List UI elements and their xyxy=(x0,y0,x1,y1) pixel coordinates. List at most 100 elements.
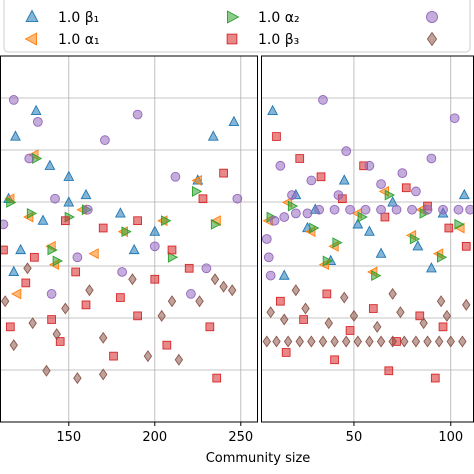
data-point-square xyxy=(55,337,65,346)
series-square xyxy=(272,132,471,383)
data-point-circle xyxy=(32,117,43,127)
x-tick-label: 200 xyxy=(142,430,167,445)
data-point-diamond xyxy=(411,335,421,348)
data-point-square xyxy=(116,293,125,302)
data-point-diamond xyxy=(174,353,184,366)
data-point-triangle-right xyxy=(121,226,132,238)
data-point-circle xyxy=(411,186,421,197)
data-point-diamond xyxy=(442,309,452,322)
data-point-circle xyxy=(465,204,474,215)
legend-item: 1.0 β₁ xyxy=(25,9,99,26)
data-point-square xyxy=(415,311,425,321)
data-point-diamond xyxy=(307,335,316,348)
data-point-square xyxy=(401,183,411,193)
data-point-triangle-right xyxy=(454,218,465,230)
data-point-square xyxy=(61,216,70,226)
legend-marker-triangle-left xyxy=(24,32,37,46)
data-point-diamond xyxy=(195,295,204,308)
data-point-triangle-right xyxy=(332,237,343,249)
data-point-triangle-right xyxy=(52,255,63,267)
data-point-triangle xyxy=(10,130,21,141)
data-point-triangle xyxy=(128,243,140,255)
legend-label: 1.0 α₂ xyxy=(258,10,300,26)
data-point-diamond xyxy=(272,335,281,348)
data-point-triangle xyxy=(278,269,290,280)
data-point-triangle-right xyxy=(322,255,333,267)
series-triangle-left xyxy=(262,185,465,278)
x-tick-label: 50 xyxy=(346,430,363,445)
data-point-triangle-right xyxy=(161,215,172,227)
legend-label: 1.0 α₁ xyxy=(58,32,100,48)
data-point-circle xyxy=(24,153,35,164)
data-point-circle xyxy=(329,204,340,215)
data-point-circle xyxy=(0,219,9,230)
data-point-circle xyxy=(261,234,272,244)
data-point-diamond xyxy=(99,331,108,344)
data-point-circle xyxy=(376,204,386,215)
data-point-circle xyxy=(46,289,57,299)
data-point-diamond xyxy=(228,284,237,297)
data-point-diamond xyxy=(167,295,177,308)
data-point-diamond xyxy=(353,335,363,348)
data-point-diamond xyxy=(400,335,409,348)
data-point-triangle xyxy=(15,243,27,255)
data-point-circle xyxy=(438,204,448,215)
x-tick-label: 150 xyxy=(56,430,81,445)
data-point-diamond xyxy=(419,317,428,330)
data-point-diamond xyxy=(396,306,405,319)
data-point-square xyxy=(109,351,118,361)
data-point-triangle xyxy=(267,104,279,115)
data-point-circle xyxy=(306,175,317,186)
data-point-circle xyxy=(279,212,290,222)
x-tick-label: 100 xyxy=(438,430,463,445)
data-point-diamond xyxy=(61,302,70,315)
data-point-triangle xyxy=(387,196,399,207)
data-point-diamond xyxy=(340,291,349,304)
legend-item: 1.0 α₁ xyxy=(24,32,100,48)
data-point-triangle xyxy=(458,188,470,200)
data-point-triangle-right xyxy=(287,200,299,212)
data-point-square xyxy=(47,315,56,324)
data-point-triangle-right xyxy=(371,270,382,282)
data-point-square xyxy=(167,245,177,255)
data-point-diamond xyxy=(372,320,382,333)
data-point-circle xyxy=(263,252,274,263)
data-point-triangle xyxy=(114,207,126,218)
data-point-triangle xyxy=(352,218,364,229)
series-diamond xyxy=(0,262,237,385)
series-square xyxy=(0,168,228,383)
data-point-circle xyxy=(318,95,328,105)
data-point-diamond xyxy=(423,335,432,348)
data-point-diamond xyxy=(28,317,37,330)
data-point-square xyxy=(5,322,15,332)
data-point-circle xyxy=(186,289,196,299)
data-point-circle xyxy=(426,153,437,164)
data-point-square xyxy=(162,340,172,350)
data-point-diamond xyxy=(295,335,304,348)
series-triangle-left xyxy=(4,149,221,300)
data-point-circle xyxy=(391,204,402,215)
data-point-diamond xyxy=(266,306,275,319)
data-point-diamond xyxy=(99,368,108,381)
data-point-square xyxy=(461,241,471,251)
data-point-triangle-right xyxy=(26,207,38,219)
data-point-circle xyxy=(100,135,110,146)
legend: 1.0 β₁ 1.0 α₁ 1.0 α₂ 1.0 β₃ xyxy=(3,0,471,53)
data-point-triangle xyxy=(63,170,75,181)
legend-label: 1.0 β₁ xyxy=(58,10,99,26)
legend-item: 1.0 β₃ xyxy=(226,32,299,48)
data-point-triangle-right xyxy=(357,211,368,223)
data-point-triangle xyxy=(228,115,240,126)
data-point-diamond xyxy=(128,273,137,286)
data-point-circle xyxy=(453,204,464,215)
data-point-triangle xyxy=(149,225,161,236)
data-point-square xyxy=(322,289,332,299)
data-point-diamond xyxy=(388,287,397,300)
data-point-square xyxy=(81,300,91,310)
data-point-square xyxy=(71,267,81,277)
data-point-triangle-right xyxy=(436,251,448,263)
data-point-triangle xyxy=(207,130,219,141)
data-point-triangle-right xyxy=(409,233,421,245)
data-point-circle xyxy=(149,241,160,252)
